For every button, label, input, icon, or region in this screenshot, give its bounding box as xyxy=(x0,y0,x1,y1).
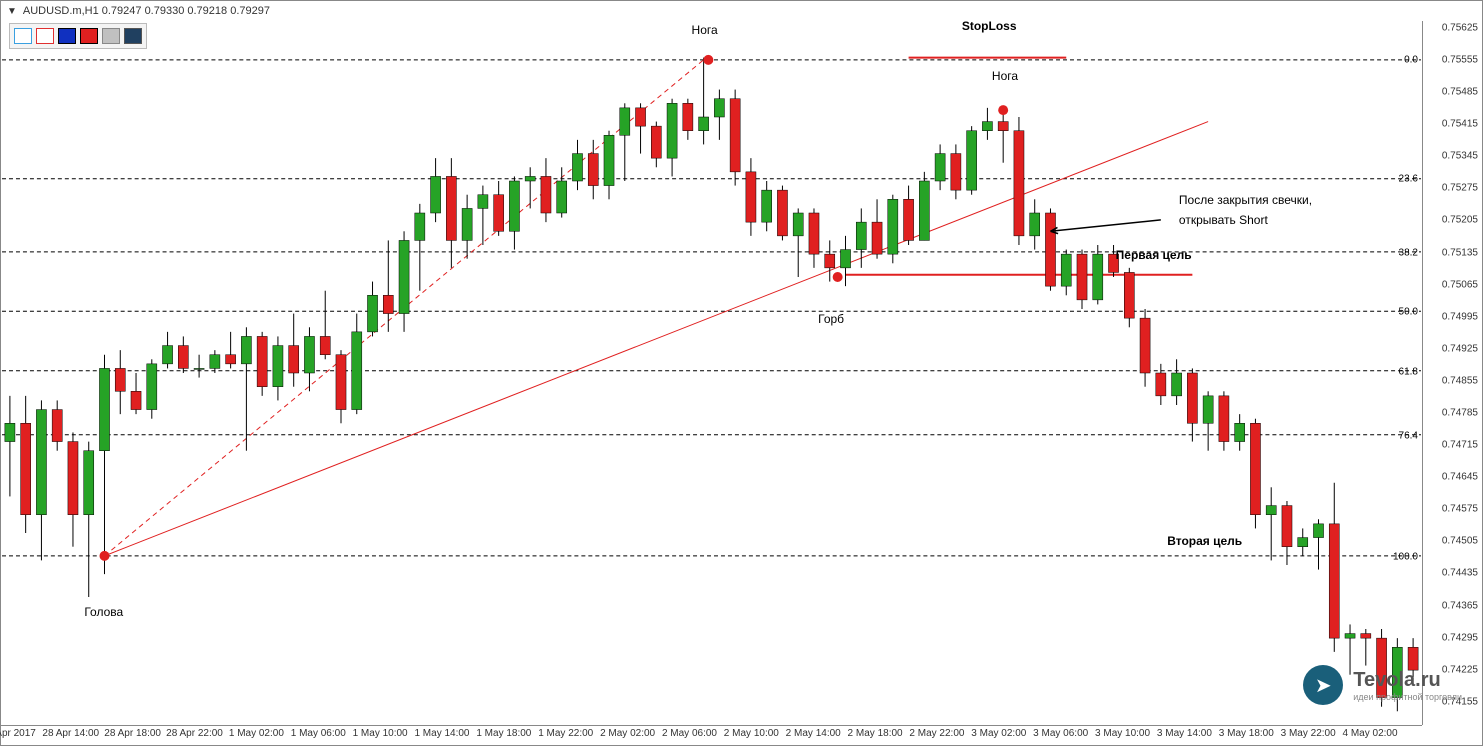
x-tick-label: 2 May 06:00 xyxy=(662,728,717,739)
y-tick-label: 0.74435 xyxy=(1442,568,1478,579)
x-tick-label: 3 May 06:00 xyxy=(1033,728,1088,739)
fib-label: 38.2 xyxy=(1399,247,1418,258)
annotation: После закрытия свечки, xyxy=(1179,193,1312,207)
x-tick-label: 1 May 22:00 xyxy=(538,728,593,739)
logo-sub: идеи профитной торговли xyxy=(1353,692,1462,702)
y-tick-label: 0.75065 xyxy=(1442,279,1478,290)
x-tick-label: 2 May 10:00 xyxy=(724,728,779,739)
x-tick-label: 3 May 02:00 xyxy=(971,728,1026,739)
annotation: Голова xyxy=(84,605,123,619)
x-tick-label: 2 May 14:00 xyxy=(786,728,841,739)
x-tick-label: 2 May 02:00 xyxy=(600,728,655,739)
y-tick-label: 0.75205 xyxy=(1442,215,1478,226)
x-tick-label: 28 Apr 18:00 xyxy=(104,728,161,739)
y-tick-label: 0.74785 xyxy=(1442,407,1478,418)
y-tick-label: 0.74575 xyxy=(1442,504,1478,515)
x-tick-label: 3 May 14:00 xyxy=(1157,728,1212,739)
y-tick-label: 0.74645 xyxy=(1442,472,1478,483)
x-tick-label: 1 May 06:00 xyxy=(291,728,346,739)
x-tick-label: 3 May 22:00 xyxy=(1281,728,1336,739)
y-tick-label: 0.74295 xyxy=(1442,632,1478,643)
fib-label: 50.0 xyxy=(1399,307,1418,318)
annotation: Нога xyxy=(692,23,718,37)
dropdown-icon[interactable]: ▼ xyxy=(7,6,17,17)
x-tick-label: 4 May 02:00 xyxy=(1343,728,1398,739)
y-tick-label: 0.75275 xyxy=(1442,183,1478,194)
x-tick-label: 3 May 18:00 xyxy=(1219,728,1274,739)
x-axis: 28 Apr 2017 28 Apr 14:00 28 Apr 18:00 28 Ap… xyxy=(1,725,1422,745)
y-tick-label: 0.75485 xyxy=(1442,87,1478,98)
y-tick-label: 0.75345 xyxy=(1442,151,1478,162)
y-tick-label: 0.75555 xyxy=(1442,54,1478,65)
x-tick-label: 28 Apr 14:00 xyxy=(42,728,99,739)
y-axis: 0.741550.742250.742950.743650.744350.745… xyxy=(1422,21,1482,725)
y-tick-label: 0.74505 xyxy=(1442,536,1478,547)
y-tick-label: 0.74715 xyxy=(1442,440,1478,451)
y-tick-label: 0.75415 xyxy=(1442,119,1478,130)
x-tick-label: 1 May 02:00 xyxy=(229,728,284,739)
y-tick-label: 0.74995 xyxy=(1442,311,1478,322)
logo: ➤ Tevola.ru идеи профитной торговли xyxy=(1303,665,1462,705)
fib-label: 23.6 xyxy=(1399,174,1418,185)
y-tick-label: 0.74855 xyxy=(1442,375,1478,386)
annotation: Вторая цель xyxy=(1167,534,1242,548)
y-tick-label: 0.74365 xyxy=(1442,600,1478,611)
annotation: открывать Short xyxy=(1179,213,1268,227)
annotation: Нога xyxy=(992,69,1018,83)
logo-text: Tevola.ru xyxy=(1353,669,1462,692)
x-tick-label: 1 May 14:00 xyxy=(414,728,469,739)
x-tick-label: 1 May 18:00 xyxy=(476,728,531,739)
annotation: Горб xyxy=(818,312,844,326)
title-bar: ▼ AUDUSD.m,H1 0.79247 0.79330 0.79218 0.… xyxy=(1,1,1482,21)
x-tick-label: 3 May 10:00 xyxy=(1095,728,1150,739)
x-tick-label: 2 May 22:00 xyxy=(909,728,964,739)
annotation: Первая цель xyxy=(1116,248,1192,262)
x-tick-label: 1 May 10:00 xyxy=(353,728,408,739)
y-tick-label: 0.75625 xyxy=(1442,22,1478,33)
chart-title: AUDUSD.m,H1 0.79247 0.79330 0.79218 0.79… xyxy=(23,5,270,17)
x-tick-label: 28 Apr 22:00 xyxy=(166,728,223,739)
fib-label: 100.0 xyxy=(1393,552,1418,563)
fib-label: 76.4 xyxy=(1399,430,1418,441)
logo-icon: ➤ xyxy=(1303,665,1343,705)
y-tick-label: 0.75135 xyxy=(1442,247,1478,258)
x-tick-label: 2 May 18:00 xyxy=(848,728,903,739)
y-tick-label: 0.74925 xyxy=(1442,343,1478,354)
chart-area[interactable]: 0.0 23.6 38.2 50.0 61.8 76.4 100.0 Голова Нога Го… xyxy=(1,21,1422,725)
x-tick-label: 28 Apr 2017 xyxy=(0,728,36,739)
fib-label: 61.8 xyxy=(1399,366,1418,377)
chart-svg xyxy=(1,21,1422,725)
annotation: StopLoss xyxy=(962,19,1017,33)
fib-label: 0.0 xyxy=(1404,54,1418,65)
